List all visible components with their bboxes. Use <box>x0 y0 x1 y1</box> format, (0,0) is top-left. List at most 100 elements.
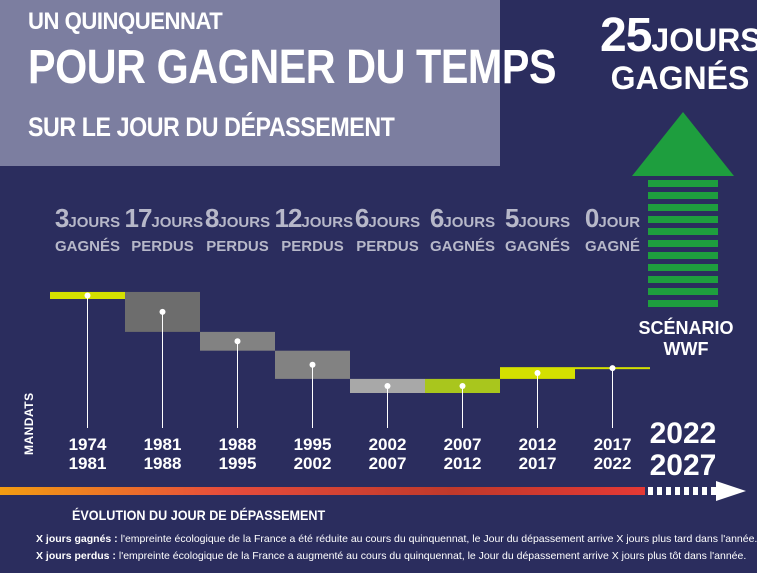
period-days-unit: JOURS <box>443 214 496 231</box>
mandate-start-year: 1981 <box>143 435 182 454</box>
period-days-unit: JOURS <box>218 214 271 231</box>
footnote-gained: X jours gagnés : l'empreinte écologique … <box>36 533 757 545</box>
scenario-end-year: 2027 <box>649 448 717 482</box>
period-days-number: 0 <box>584 203 600 233</box>
period-label-2007: 6JOURS GAGNÉS <box>425 203 501 255</box>
period-days-kind: PERDUS <box>131 237 194 255</box>
period-label-2012: 5JOURS GAGNÉS <box>500 203 576 255</box>
period-days-unit: JOURS <box>68 214 121 231</box>
period-days-unit: JOURS <box>518 214 571 231</box>
mandate-years-1981: 1981 1988 <box>125 435 201 473</box>
data-point-2002 <box>384 382 391 389</box>
data-point-1988 <box>234 338 241 345</box>
data-point-1995 <box>309 361 316 368</box>
timeline-label: ÉVOLUTION DU JOUR DE DÉPASSEMENT <box>72 507 326 523</box>
scenario-label-line-2: WWF <box>663 338 709 359</box>
scenario-arrow-stripe-4 <box>648 228 718 235</box>
scenario-arrow-stripe-10 <box>648 300 718 307</box>
period-days-kind: PERDUS <box>356 237 419 255</box>
mandate-years-2007: 2007 2012 <box>425 435 501 473</box>
mandate-end-year: 2007 <box>368 453 407 473</box>
footnote-gained-term: X jours gagnés : <box>36 533 118 545</box>
mandate-end-year: 1988 <box>143 453 182 473</box>
mandate-end-year: 2017 <box>518 453 557 473</box>
scenario-gain-headline: 25JOURS GAGNÉS <box>600 9 757 96</box>
period-days-kind: GAGNÉS <box>429 237 495 255</box>
period-days-number: 8 <box>204 203 220 233</box>
scenario-arrow-stripe-5 <box>648 240 718 247</box>
footnote-lost-text: l'empreinte écologique de la France a au… <box>115 550 747 562</box>
period-label-2002: 6JOURS PERDUS <box>350 203 426 255</box>
scenario-arrow-stripe-1 <box>648 192 718 199</box>
scenario-arrow-stripe-0 <box>648 180 718 187</box>
scenario-label-line-1: SCÉNARIO <box>638 318 734 338</box>
period-label-1995: 12JOURS PERDUS <box>274 203 354 255</box>
period-days-kind: PERDUS <box>206 237 269 255</box>
mandate-years-2017: 2017 2022 <box>575 435 651 473</box>
mandate-years-1995: 1995 2002 <box>275 435 351 473</box>
period-days-unit: JOURS <box>301 214 354 231</box>
period-label-1974: 3JOURS GAGNÉS <box>50 203 126 255</box>
mandate-years-1988: 1988 1995 <box>200 435 276 473</box>
timeline-dashed-segment <box>648 487 722 495</box>
title-line-2: POUR GAGNER DU TEMPS <box>28 41 557 94</box>
mandate-years-scenario: 2022 2027 <box>638 418 728 481</box>
period-days-kind: GAGNÉS <box>504 237 570 255</box>
footnote-lost-term: X jours perdus : <box>36 550 116 562</box>
mandate-years-2012: 2012 2017 <box>500 435 576 473</box>
footnote-lost: X jours perdus : l'empreinte écologique … <box>36 550 746 562</box>
period-days-number: 17 <box>124 203 153 233</box>
scenario-label: SCÉNARIO WWF <box>636 318 736 359</box>
scenario-arrow-stripe-8 <box>648 276 718 283</box>
mandate-start-year: 2007 <box>443 435 482 454</box>
mandats-axis-label: MANDATS <box>22 392 36 455</box>
data-point-2007 <box>459 382 466 389</box>
timeline-gradient-bar <box>0 487 645 495</box>
data-point-1974 <box>84 292 91 299</box>
scenario-arrow-stripe-2 <box>648 204 718 211</box>
period-days-unit: JOURS <box>368 214 421 231</box>
scenario-gain-number: 25 <box>600 9 652 62</box>
mandate-start-year: 2012 <box>518 435 557 454</box>
mandate-end-year: 2012 <box>443 453 482 473</box>
scenario-start-year: 2022 <box>649 417 717 450</box>
title-line-1: UN QUINQUENNAT <box>28 8 223 35</box>
data-point-2012 <box>534 370 541 377</box>
scenario-arrow-stripe-9 <box>648 288 718 295</box>
mandate-start-year: 1974 <box>68 435 107 454</box>
period-days-kind: GAGNÉ <box>584 237 640 255</box>
period-label-1988: 8JOURS PERDUS <box>200 203 276 255</box>
mandate-end-year: 2002 <box>293 453 332 473</box>
period-label-1981: 17JOURS PERDUS <box>124 203 204 255</box>
scenario-arrow-head <box>632 112 734 176</box>
period-days-number: 3 <box>54 203 70 233</box>
scenario-gain-kind: GAGNÉS <box>610 60 750 96</box>
period-days-number: 5 <box>504 203 520 233</box>
scenario-gain-unit: JOURS <box>651 22 757 58</box>
period-days-kind: PERDUS <box>281 237 344 255</box>
period-days-number: 6 <box>429 203 445 233</box>
mandate-years-1974: 1974 1981 <box>50 435 126 473</box>
timeline-arrow-icon <box>716 481 746 501</box>
scenario-arrow-stripe-6 <box>648 252 718 259</box>
period-days-unit: JOURS <box>151 214 204 231</box>
period-days-kind: GAGNÉS <box>54 237 120 255</box>
mandate-start-year: 2017 <box>593 435 632 454</box>
title-line-3: SUR LE JOUR DU DÉPASSEMENT <box>28 112 395 142</box>
period-days-number: 6 <box>354 203 370 233</box>
scenario-arrow-stripe-3 <box>648 216 718 223</box>
scenario-arrow-stripe-7 <box>648 264 718 271</box>
mandate-start-year: 1995 <box>293 435 332 454</box>
title-box: UN QUINQUENNAT POUR GAGNER DU TEMPS SUR … <box>0 0 557 166</box>
period-days-unit: JOUR <box>598 214 641 231</box>
mandate-end-year: 1995 <box>218 453 257 473</box>
data-point-2017 <box>609 365 616 372</box>
footnote-gained-text: l'empreinte écologique de la France a ét… <box>117 533 757 545</box>
mandate-end-year: 1981 <box>68 453 107 473</box>
mandate-end-year: 2022 <box>593 453 632 473</box>
mandate-start-year: 2002 <box>368 435 407 454</box>
period-label-2017: 0JOUR GAGNÉ <box>575 203 651 255</box>
period-days-number: 12 <box>274 203 303 233</box>
mandate-years-2002: 2002 2007 <box>350 435 426 473</box>
